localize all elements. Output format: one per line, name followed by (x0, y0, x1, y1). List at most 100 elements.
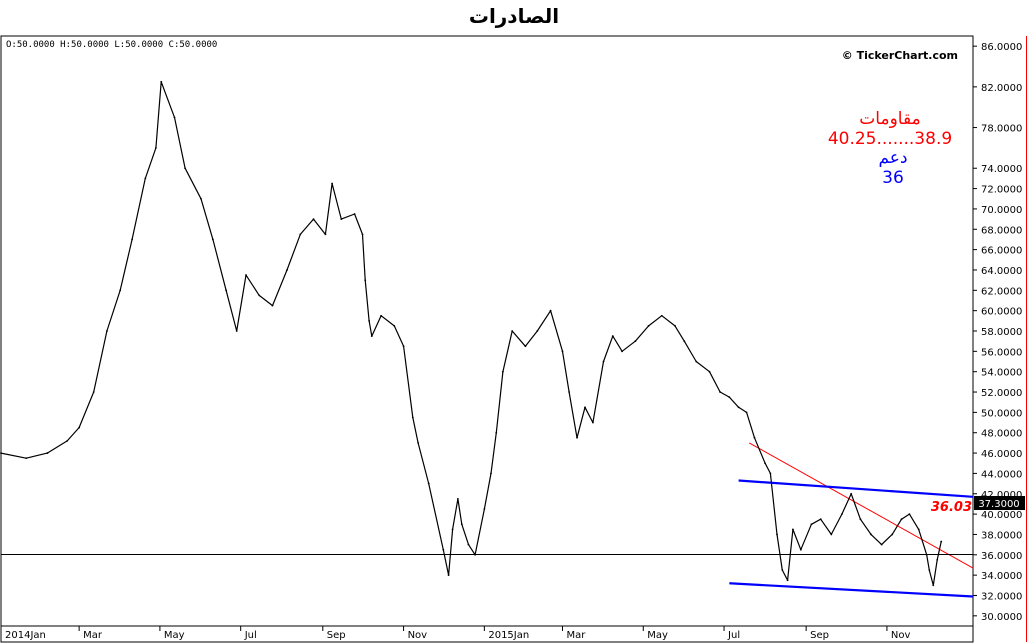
x-tick-label: Mar (83, 630, 103, 641)
y-tick-label: 32.0000 (981, 591, 1022, 602)
data-point (674, 325, 676, 327)
data-point (576, 436, 578, 439)
y-tick-label: 86.0000 (981, 42, 1022, 53)
data-point (859, 518, 862, 521)
data-point (331, 182, 333, 185)
data-point (460, 523, 463, 526)
y-tick-label: 36.0000 (981, 551, 1022, 562)
data-point (792, 528, 794, 531)
data-point (451, 528, 454, 531)
data-point (936, 558, 939, 561)
data-point (155, 146, 157, 149)
data-point (602, 360, 605, 363)
y-tick-label: 74.0000 (981, 164, 1022, 175)
y-tick-label: 48.0000 (981, 429, 1022, 440)
data-point (46, 452, 49, 454)
trendline (748, 442, 974, 569)
data-point (786, 579, 789, 582)
plot-area-border (0, 35, 974, 643)
y-tick-label: 52.0000 (981, 388, 1022, 399)
data-point (870, 533, 872, 536)
data-point (353, 213, 356, 215)
resistance-values: 40.25.......38.9 (828, 129, 952, 149)
data-point (928, 569, 931, 571)
data-point (781, 569, 784, 571)
data-point (524, 345, 527, 348)
data-point (611, 335, 614, 337)
data-point (173, 116, 176, 119)
data-point (719, 391, 721, 393)
data-point (634, 340, 637, 343)
data-point (830, 533, 833, 536)
data-point (447, 574, 450, 577)
data-point (211, 238, 214, 241)
y-axis: 86.0000 82.0000 78.0000 74.0000 72.0000 70.00… (973, 42, 1022, 623)
data-point (25, 457, 28, 460)
data-point (495, 431, 498, 434)
data-point (917, 528, 920, 531)
data-point (900, 518, 903, 521)
watermark: © TickerChart.com (842, 49, 958, 62)
x-tick-label: 2015Jan (488, 630, 529, 641)
support-label: دعم (878, 148, 907, 168)
data-point (819, 518, 822, 521)
data-point (708, 370, 711, 373)
data-point (144, 177, 147, 180)
data-point (299, 233, 302, 236)
level-label: 36.03 (931, 500, 972, 515)
data-point (235, 330, 238, 332)
data-point (683, 340, 686, 343)
data-point (393, 325, 396, 327)
data-point (380, 314, 382, 317)
y-tick-label: 40.0000 (981, 510, 1022, 521)
price-series (0, 80, 943, 587)
data-point (361, 233, 364, 236)
data-point (245, 274, 247, 276)
data-point (184, 167, 186, 170)
data-point (368, 319, 371, 322)
x-tick-label: May (647, 630, 668, 641)
x-tick-label: Nov (891, 630, 911, 641)
data-point (286, 269, 288, 271)
data-point (840, 513, 843, 516)
data-point (776, 533, 778, 536)
data-point (940, 540, 943, 543)
data-point (442, 548, 445, 551)
support-value: 36 (882, 168, 904, 188)
y-tick-label: 56.0000 (981, 347, 1022, 358)
x-tick-label: Mar (566, 630, 586, 641)
data-point (737, 406, 740, 409)
x-tick-label: 2014Jan (5, 630, 46, 641)
y-tick-label: 70.0000 (981, 205, 1022, 216)
last-price-marker: 37.3000 (974, 496, 1025, 510)
right-panel-border (1026, 36, 1027, 642)
data-point (810, 523, 813, 526)
x-tick-label: Sep (327, 630, 346, 641)
data-point (402, 345, 405, 348)
data-point (561, 350, 564, 353)
data-point (370, 335, 373, 337)
data-point (106, 330, 108, 332)
data-point (258, 294, 261, 297)
data-point (456, 497, 459, 500)
data-point (0, 452, 2, 454)
y-tick-label: 60.0000 (981, 307, 1022, 318)
y-tick-label: 38.0000 (981, 530, 1022, 541)
data-point (728, 396, 731, 399)
y-tick-label: 42.0000 (981, 490, 1022, 501)
y-tick-label: 72.0000 (981, 185, 1022, 196)
data-point (501, 370, 504, 373)
series-line (0, 81, 942, 586)
data-point (764, 462, 766, 465)
trendline (729, 582, 974, 598)
chart-title: الصادرات (468, 4, 560, 28)
x-tick-label: Sep (810, 630, 829, 641)
y-tick-label: 54.0000 (981, 368, 1022, 379)
last-price-label: 37.3000 (978, 499, 1019, 510)
y-tick-label: 62.0000 (981, 286, 1022, 297)
data-point (908, 513, 911, 516)
y-tick-label: 46.0000 (981, 449, 1022, 460)
data-point (160, 80, 163, 83)
data-point (467, 543, 470, 546)
